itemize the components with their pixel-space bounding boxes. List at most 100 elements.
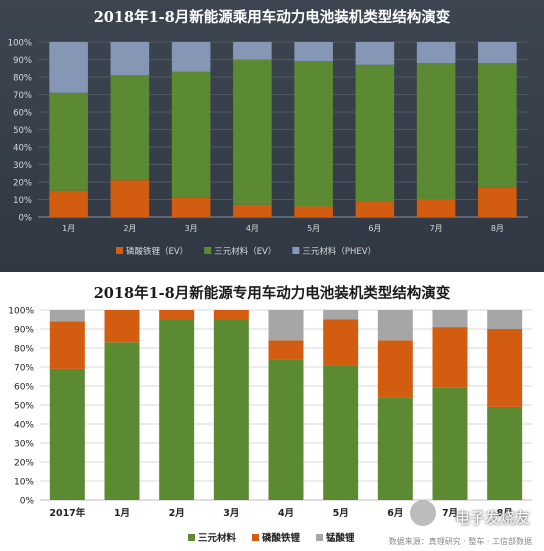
y-tick-label: 20% — [14, 459, 34, 469]
x-tick-label: 7月 — [442, 508, 458, 519]
bar-segment — [268, 359, 304, 500]
bar-segment — [432, 387, 468, 500]
bar-segment — [233, 204, 272, 217]
y-tick-label: 60% — [13, 109, 32, 119]
bar-segment — [110, 42, 150, 76]
legend-label: 三元材料（EV） — [214, 246, 276, 257]
bar-segment — [377, 397, 413, 500]
legend-label: 锰酸锂 — [326, 532, 355, 544]
legend-swatch — [188, 534, 195, 541]
x-tick-label: 2月 — [123, 224, 136, 233]
bar-segment — [487, 329, 523, 407]
bar-segment — [416, 199, 456, 217]
bar-segment — [294, 206, 333, 217]
legend-swatch — [292, 247, 300, 254]
legend-label: 三元材料（PHEV） — [302, 246, 376, 257]
bar-segment — [159, 310, 195, 320]
y-tick-label: 10% — [13, 196, 32, 206]
x-tick-label: 3月 — [223, 508, 239, 519]
y-tick-label: 80% — [14, 345, 34, 355]
y-tick-label: 0% — [20, 497, 35, 507]
bar-segment — [213, 310, 249, 320]
legend-label: 三元材料 — [198, 532, 237, 544]
bar-segment — [49, 92, 88, 191]
y-tick-label: 60% — [14, 383, 34, 393]
bar-segment — [487, 406, 523, 500]
bar-segment — [159, 319, 195, 500]
watermark-text: 电子发烧友 — [454, 509, 530, 527]
legend-swatch — [116, 247, 123, 254]
bar-segment — [416, 63, 456, 200]
bar-segment — [110, 75, 150, 181]
x-tick-label: 2017年 — [49, 507, 85, 519]
bar-segment — [171, 71, 211, 198]
x-tick-label: 4月 — [246, 224, 259, 233]
x-tick-label: 6月 — [368, 224, 381, 233]
x-tick-label: 5月 — [333, 508, 349, 519]
y-tick-label: 70% — [14, 364, 34, 374]
x-tick-label: 3月 — [185, 224, 198, 233]
watermark-logo — [410, 500, 436, 526]
y-tick-label: 40% — [13, 144, 32, 154]
bar-segment — [233, 42, 272, 60]
y-tick-label: 90% — [14, 326, 34, 336]
bar-segment — [49, 42, 88, 93]
legend-swatch — [252, 534, 260, 541]
y-tick-label: 80% — [13, 74, 32, 84]
y-tick-label: 0% — [19, 214, 33, 224]
x-tick-label: 5月 — [307, 224, 320, 233]
bar-segment — [478, 42, 517, 63]
bar-segment — [323, 365, 359, 500]
bar-segment — [294, 42, 333, 62]
bar-segment — [49, 368, 85, 500]
x-tick-label: 1月 — [114, 508, 130, 519]
chart-title-passenger: 2018年1-8月新能源乘用车动力电池装机类型结构演变 — [93, 9, 451, 26]
bar-segment — [104, 342, 140, 500]
y-tick-label: 100% — [8, 307, 34, 317]
bar-segment — [432, 310, 468, 328]
bar-segment — [355, 42, 395, 65]
legend-swatch — [204, 247, 212, 254]
bar-segment — [268, 340, 304, 360]
x-tick-label: 2月 — [169, 508, 185, 519]
chart-title-special: 2018年1-8月新能源专用车动力电池装机类型结构演变 — [93, 285, 451, 302]
passenger-vehicle-battery-chart: 0% 10% 20% 30% 40% 50% 60% 70% 80% 90% 100% 1月 2月 3月 4… — [8, 39, 528, 257]
legend-swatch — [316, 534, 324, 541]
x-tick-label: 4月 — [278, 508, 294, 519]
y-tick-label: 10% — [14, 478, 34, 488]
bar-segment — [323, 310, 359, 320]
y-tick-label: 50% — [13, 126, 32, 136]
legend-label: 磷酸铁锂 — [262, 532, 301, 544]
legend-label: 磷酸铁锂（EV） — [126, 246, 188, 257]
x-tick-label: 6月 — [387, 508, 403, 519]
bar-segment — [294, 61, 333, 207]
y-tick-label: 20% — [13, 179, 32, 189]
y-tick-label: 90% — [13, 56, 32, 66]
bar-segment — [377, 310, 413, 341]
bar-segment — [171, 42, 211, 72]
bar-segment — [110, 180, 150, 217]
y-tick-label: 30% — [13, 161, 32, 171]
y-tick-label: 50% — [14, 402, 34, 412]
y-tick-label: 30% — [14, 440, 34, 450]
bar-segment — [377, 340, 413, 398]
bar-segment — [49, 321, 85, 369]
bar-segment — [104, 310, 140, 343]
bar-segment — [171, 197, 211, 217]
bar-segment — [49, 190, 88, 217]
bar-segment — [478, 63, 517, 188]
bar-segment — [233, 59, 272, 205]
bar-segment — [478, 187, 517, 217]
bar-segment — [487, 310, 523, 329]
bar-segment — [432, 327, 468, 388]
y-tick-label: 100% — [8, 39, 32, 49]
x-tick-label: 7月 — [430, 224, 443, 233]
bar-segment — [416, 42, 456, 63]
special-vehicle-battery-chart: 0% 10% 20% 30% 40% 50% 60% 70% 80% 90% 100% 2017年 1月… — [8, 307, 532, 544]
bar-segment — [355, 64, 395, 202]
bar-segment — [49, 310, 85, 322]
x-tick-label: 1月 — [62, 224, 75, 233]
bar-segment — [355, 201, 395, 217]
bar-segment — [323, 319, 359, 366]
bar-segment — [213, 319, 249, 500]
